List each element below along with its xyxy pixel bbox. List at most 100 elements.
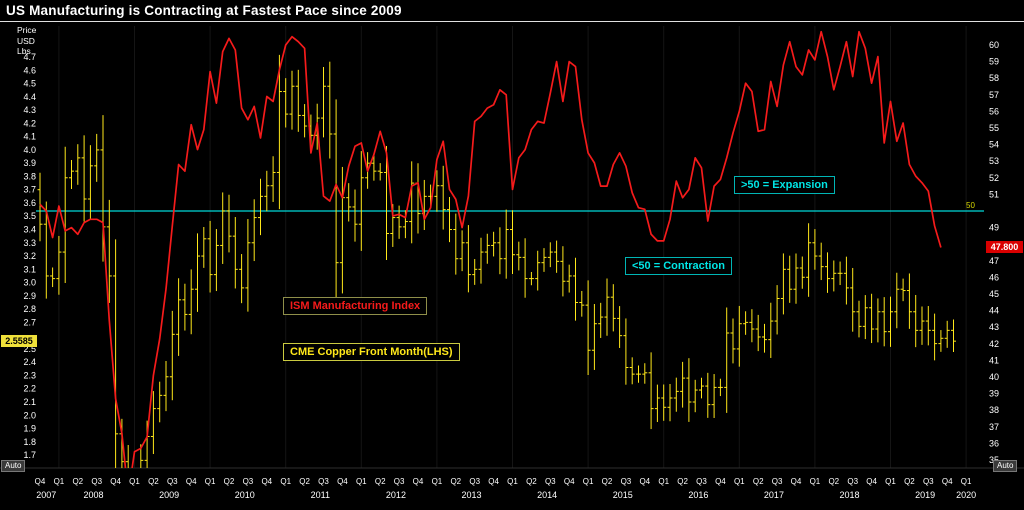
x-quarter-label: Q4: [110, 477, 121, 486]
left-axis-tick-label: 2.5: [23, 344, 36, 354]
left-axis-tick-label: 3.8: [23, 171, 36, 181]
x-quarter-label: Q4: [35, 477, 46, 486]
right-axis-tick-label: 36: [989, 438, 999, 448]
left-axis-tick-label: 3.5: [23, 211, 36, 221]
x-quarter-label: Q3: [91, 477, 102, 486]
x-year-label: 2016: [688, 490, 708, 500]
left-axis-tick-label: 4.3: [23, 105, 36, 115]
x-quarter-label: Q1: [432, 477, 443, 486]
chart-title: US Manufacturing is Contracting at Faste…: [0, 0, 1024, 22]
left-axis-tick-label: 3.9: [23, 158, 36, 168]
x-quarter-label: Q3: [318, 477, 329, 486]
right-axis-tick-label: 56: [989, 106, 999, 116]
x-quarter-label: Q1: [734, 477, 745, 486]
right-axis-tick-label: 52: [989, 173, 999, 183]
auto-scale-left-button[interactable]: Auto: [1, 460, 26, 472]
x-year-label: 2015: [613, 490, 633, 500]
right-axis-tick-label: 60: [989, 40, 999, 50]
x-year-label: 2011: [311, 490, 330, 500]
x-quarter-label: Q4: [866, 477, 877, 486]
left-axis-tick-label: 4.7: [23, 52, 36, 62]
left-axis-unit-label: Price USD Lbs: [17, 25, 36, 57]
right-axis-tick-label: 55: [989, 123, 999, 133]
left-axis-tick-label: 2.8: [23, 304, 36, 314]
x-quarter-label: Q4: [488, 477, 499, 486]
x-quarter-label: Q4: [942, 477, 953, 486]
left-axis-tick-label: 3.4: [23, 225, 36, 235]
x-quarter-label: Q2: [148, 477, 159, 486]
annotation-expansion[interactable]: >50 = Expansion: [734, 176, 835, 194]
left-axis-tick-label: 3.3: [23, 238, 36, 248]
right-axis-tick-label: 39: [989, 389, 999, 399]
x-quarter-label: Q3: [545, 477, 556, 486]
x-quarter-label: Q4: [791, 477, 802, 486]
left-axis-tick-label: 2.9: [23, 291, 36, 301]
unit-line-usd: USD: [17, 35, 35, 46]
left-axis-tick-label: 3.2: [23, 251, 36, 261]
left-axis-tick-label: 3.0: [23, 278, 36, 288]
x-year-label: 2020: [956, 490, 976, 500]
x-quarter-label: Q4: [639, 477, 650, 486]
left-axis-tick-label: 4.0: [23, 145, 36, 155]
right-axis-tick-label: 54: [989, 140, 999, 150]
x-quarter-label: Q2: [753, 477, 764, 486]
x-quarter-label: Q1: [507, 477, 518, 486]
x-year-label: 2008: [84, 490, 104, 500]
left-axis-tick-label: 2.7: [23, 317, 36, 327]
x-quarter-label: Q4: [413, 477, 424, 486]
x-quarter-label: Q1: [658, 477, 669, 486]
ism-last-value-badge: 47.800: [986, 241, 1023, 253]
right-axis-tick-label: 57: [989, 90, 999, 100]
x-quarter-label: Q3: [847, 477, 858, 486]
left-axis-tick-label: 2.2: [23, 384, 36, 394]
left-axis-tick-label: 3.6: [23, 198, 36, 208]
annotation-contraction[interactable]: <50 = Contraction: [625, 257, 732, 275]
annotation-ism-series-label[interactable]: ISM Manufacturing Index: [283, 297, 428, 315]
left-axis-tick-label: 1.8: [23, 437, 36, 447]
right-axis-tick-label: 49: [989, 223, 999, 233]
x-quarter-label: Q1: [356, 477, 367, 486]
right-axis-tick-label: 53: [989, 156, 999, 166]
x-quarter-label: Q1: [205, 477, 216, 486]
x-quarter-label: Q4: [564, 477, 575, 486]
x-quarter-label: Q1: [129, 477, 140, 486]
x-quarter-label: Q3: [167, 477, 178, 486]
x-quarter-label: Q4: [337, 477, 348, 486]
right-axis-tick-label: 43: [989, 322, 999, 332]
right-axis-tick-label: 37: [989, 422, 999, 432]
x-year-label: 2014: [537, 490, 557, 500]
x-quarter-label: Q2: [299, 477, 310, 486]
x-quarter-label: Q3: [243, 477, 254, 486]
left-axis-tick-label: 2.1: [23, 397, 36, 407]
x-quarter-label: Q2: [72, 477, 83, 486]
copper-bars-group: [37, 54, 956, 468]
right-axis-tick-label: 47: [989, 256, 999, 266]
auto-scale-right-button[interactable]: Auto: [993, 460, 1018, 472]
unit-line-price: Price: [17, 25, 37, 35]
x-quarter-label: Q2: [904, 477, 915, 486]
x-quarter-label: Q2: [677, 477, 688, 486]
ism-line: [39, 30, 942, 468]
x-quarter-label: Q2: [526, 477, 537, 486]
x-quarter-label: Q2: [602, 477, 613, 486]
annotation-copper-series-label[interactable]: CME Copper Front Month(LHS): [283, 343, 460, 361]
reference-line-label: 50: [966, 201, 975, 210]
x-quarter-label: Q3: [772, 477, 783, 486]
left-axis-tick-label: 4.1: [23, 132, 36, 142]
x-quarter-label: Q1: [961, 477, 972, 486]
left-axis-tick-label: 3.1: [23, 264, 36, 274]
right-axis-tick-label: 51: [989, 189, 999, 199]
x-year-label: 2017: [764, 490, 784, 500]
x-quarter-label: Q4: [261, 477, 272, 486]
right-axis-tick-label: 38: [989, 405, 999, 415]
x-year-label: 2009: [159, 490, 179, 500]
x-quarter-label: Q2: [450, 477, 461, 486]
right-axis-tick-label: 46: [989, 272, 999, 282]
x-quarter-label: Q4: [715, 477, 726, 486]
x-year-label: 2007: [36, 490, 56, 500]
left-axis-tick-label: 3.7: [23, 185, 36, 195]
left-axis-tick-label: 2.4: [23, 357, 36, 367]
copper-last-price-badge: 2.5585: [1, 335, 37, 347]
left-axis-tick-label: 4.4: [23, 92, 36, 102]
